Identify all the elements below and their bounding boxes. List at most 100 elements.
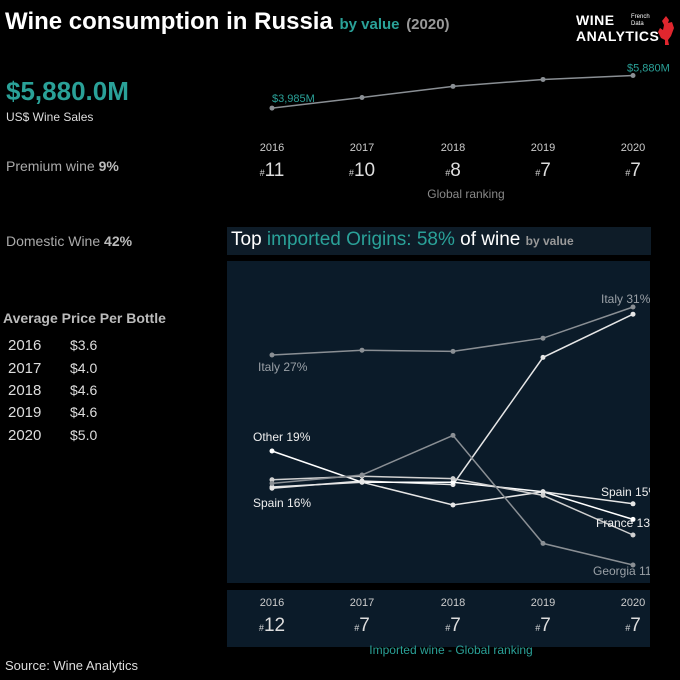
sales-point	[630, 73, 636, 78]
series-point	[450, 348, 456, 354]
price-year: 2020	[8, 427, 42, 444]
global-rank-value: 8	[450, 160, 461, 181]
sales-point	[359, 95, 365, 100]
series-end-label: France 13%	[596, 516, 650, 530]
kpi-label: US$ Wine Sales	[6, 110, 94, 124]
imported-rank: #7	[625, 615, 641, 637]
source-note: Source: Wine Analytics	[5, 658, 138, 673]
origins-chart-panel: Italy 27% Italy 31% Other 19% Spain 16% Spai…	[227, 261, 662, 583]
kpi-value: $5,880.0M	[6, 76, 129, 106]
origins-chart: Italy 27% Italy 31% Other 19% Spain 16% Spai…	[253, 292, 662, 578]
premium-stat: Premium wine 9%	[6, 158, 119, 174]
header-part1: Top	[231, 229, 267, 250]
title-year: (2020)	[406, 16, 450, 33]
series-end-label: Georgia 11%	[593, 564, 650, 578]
domestic-label: Domestic Wine	[6, 233, 101, 249]
imported-rank: #7	[445, 615, 461, 637]
rank-prefix: #	[445, 168, 451, 178]
logo-line2: ANALYTICS	[576, 28, 660, 44]
imported-rank: #12	[259, 615, 285, 637]
imported-rank-value: 12	[263, 615, 286, 636]
rank-prefix: #	[258, 623, 264, 633]
page-title: Wine consumption in Russia by value (202…	[5, 8, 450, 36]
logo-tag2: Data	[631, 21, 644, 27]
global-year: 2016	[259, 142, 285, 154]
imported-rank-value: 7	[359, 615, 370, 636]
series-point	[540, 492, 546, 498]
domestic-value: 42%	[104, 233, 133, 249]
global-rank: #10	[349, 160, 375, 182]
imported-year: 2016	[259, 597, 285, 609]
global-rank: #11	[260, 160, 285, 182]
logo-tagline: French Data	[631, 14, 650, 28]
global-rank-value: 11	[264, 160, 285, 181]
rooster-icon	[658, 16, 674, 45]
global-rank: #7	[535, 160, 551, 182]
price-value: $4.6	[70, 382, 98, 398]
logo-line1: WINE	[576, 12, 615, 28]
price-year: 2019	[8, 404, 42, 421]
price-value: $4.0	[70, 360, 98, 376]
series-point	[540, 489, 546, 495]
global-year: 2017	[349, 142, 375, 154]
series-point	[630, 562, 636, 568]
global-year: 2020	[620, 142, 646, 154]
rank-prefix: #	[445, 623, 451, 633]
title-by-value: by value	[339, 16, 400, 33]
sales-point	[269, 105, 275, 111]
sales-line	[271, 74, 634, 109]
series-point	[540, 354, 546, 360]
series-point	[359, 347, 365, 353]
series-line	[271, 306, 634, 356]
global-year: 2019	[530, 142, 556, 154]
imported-ranking-caption: Imported wine - Global ranking	[369, 643, 533, 657]
logo-tag1: French	[631, 14, 650, 20]
series-line	[271, 313, 634, 489]
sales-point	[450, 83, 456, 89]
price-value: $4.6	[70, 404, 98, 420]
price-value: $5.0	[70, 427, 98, 443]
brand-logo: WINE French Data ANALYTICS	[576, 12, 676, 48]
series-start-label: Spain 16%	[253, 496, 311, 510]
rank-prefix: #	[354, 623, 360, 633]
premium-value: 9%	[98, 158, 119, 174]
imported-rank: #7	[354, 615, 370, 637]
series-point	[450, 502, 456, 508]
premium-label: Premium wine	[6, 158, 95, 174]
series-point	[450, 432, 456, 438]
header-part4: by value	[525, 234, 574, 248]
price-value: $3.6	[70, 337, 98, 353]
sales-annotation: $5,880M	[627, 63, 670, 75]
imported-rank-value: 7	[630, 615, 641, 636]
imported-rank-value: 7	[450, 615, 461, 636]
price-year: 2018	[8, 382, 42, 399]
global-rank-value: 7	[630, 160, 641, 181]
global-rank: #8	[445, 160, 461, 182]
domestic-stat: Domestic Wine 42%	[6, 233, 132, 249]
series-start-label: Other 19%	[253, 430, 311, 444]
header-part2: imported Origins: 58%	[266, 229, 455, 250]
series-point	[450, 479, 456, 485]
global-ranking-caption: Global ranking	[427, 187, 505, 201]
rank-prefix: #	[535, 623, 541, 633]
rank-prefix: #	[535, 168, 541, 178]
series-point	[269, 448, 275, 454]
imported-rank: #7	[535, 615, 551, 637]
header-part3: of wine	[454, 229, 526, 250]
series-point	[630, 532, 636, 538]
series-start-label: Italy 27%	[258, 360, 308, 374]
sales-annotation: $3,985M	[272, 93, 315, 105]
imported-year: 2017	[349, 597, 375, 609]
rank-prefix: #	[348, 168, 354, 178]
imported-ranking-panel	[227, 590, 650, 647]
global-rank-value: 10	[353, 160, 376, 181]
series-end-label: Italy 31%	[601, 292, 650, 306]
series-line	[271, 434, 634, 566]
global-rank: #7	[625, 160, 641, 182]
series-point	[269, 484, 275, 490]
rank-prefix: #	[625, 168, 631, 178]
series-point	[630, 304, 636, 310]
series-point	[359, 479, 365, 485]
imported-year: 2020	[620, 597, 646, 609]
rank-prefix: #	[259, 168, 265, 178]
